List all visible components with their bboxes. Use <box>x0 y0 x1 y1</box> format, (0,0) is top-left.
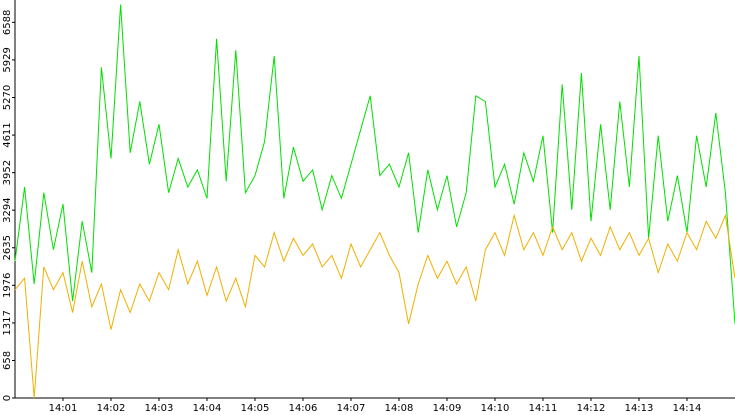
x-tick-label: 14:04 <box>193 403 222 414</box>
x-tick-label: 14:10 <box>481 403 510 414</box>
series-line <box>14 213 735 399</box>
x-tick-label: 14:11 <box>529 403 558 414</box>
y-tick-label: 0 <box>2 395 13 401</box>
x-tick-label: 14:05 <box>241 403 270 414</box>
x-tick-label: 14:09 <box>433 403 462 414</box>
y-tick-label: 3952 <box>2 160 13 185</box>
x-tick-label: 14:12 <box>577 403 606 414</box>
y-tick-label: 5270 <box>2 85 13 110</box>
series-line <box>14 4 735 324</box>
x-tick-label: 14:02 <box>97 403 126 414</box>
y-tick-label: 6588 <box>2 10 13 35</box>
x-tick-label: 14:03 <box>145 403 174 414</box>
y-tick-label: 4611 <box>2 122 13 147</box>
x-tick-label: 14:01 <box>49 403 78 414</box>
y-tick-label: 2635 <box>2 235 13 260</box>
y-tick-label: 1976 <box>2 273 13 298</box>
y-tick-label: 658 <box>2 351 13 370</box>
x-tick-label: 14:06 <box>289 403 318 414</box>
x-tick-label: 14:07 <box>337 403 366 414</box>
x-tick-label: 14:13 <box>625 403 654 414</box>
x-tick-label: 14:08 <box>385 403 414 414</box>
x-tick-label: 14:14 <box>673 403 702 414</box>
y-tick-label: 1317 <box>2 310 13 335</box>
y-tick-label: 5929 <box>2 47 13 72</box>
y-tick-label: 3294 <box>2 197 13 222</box>
